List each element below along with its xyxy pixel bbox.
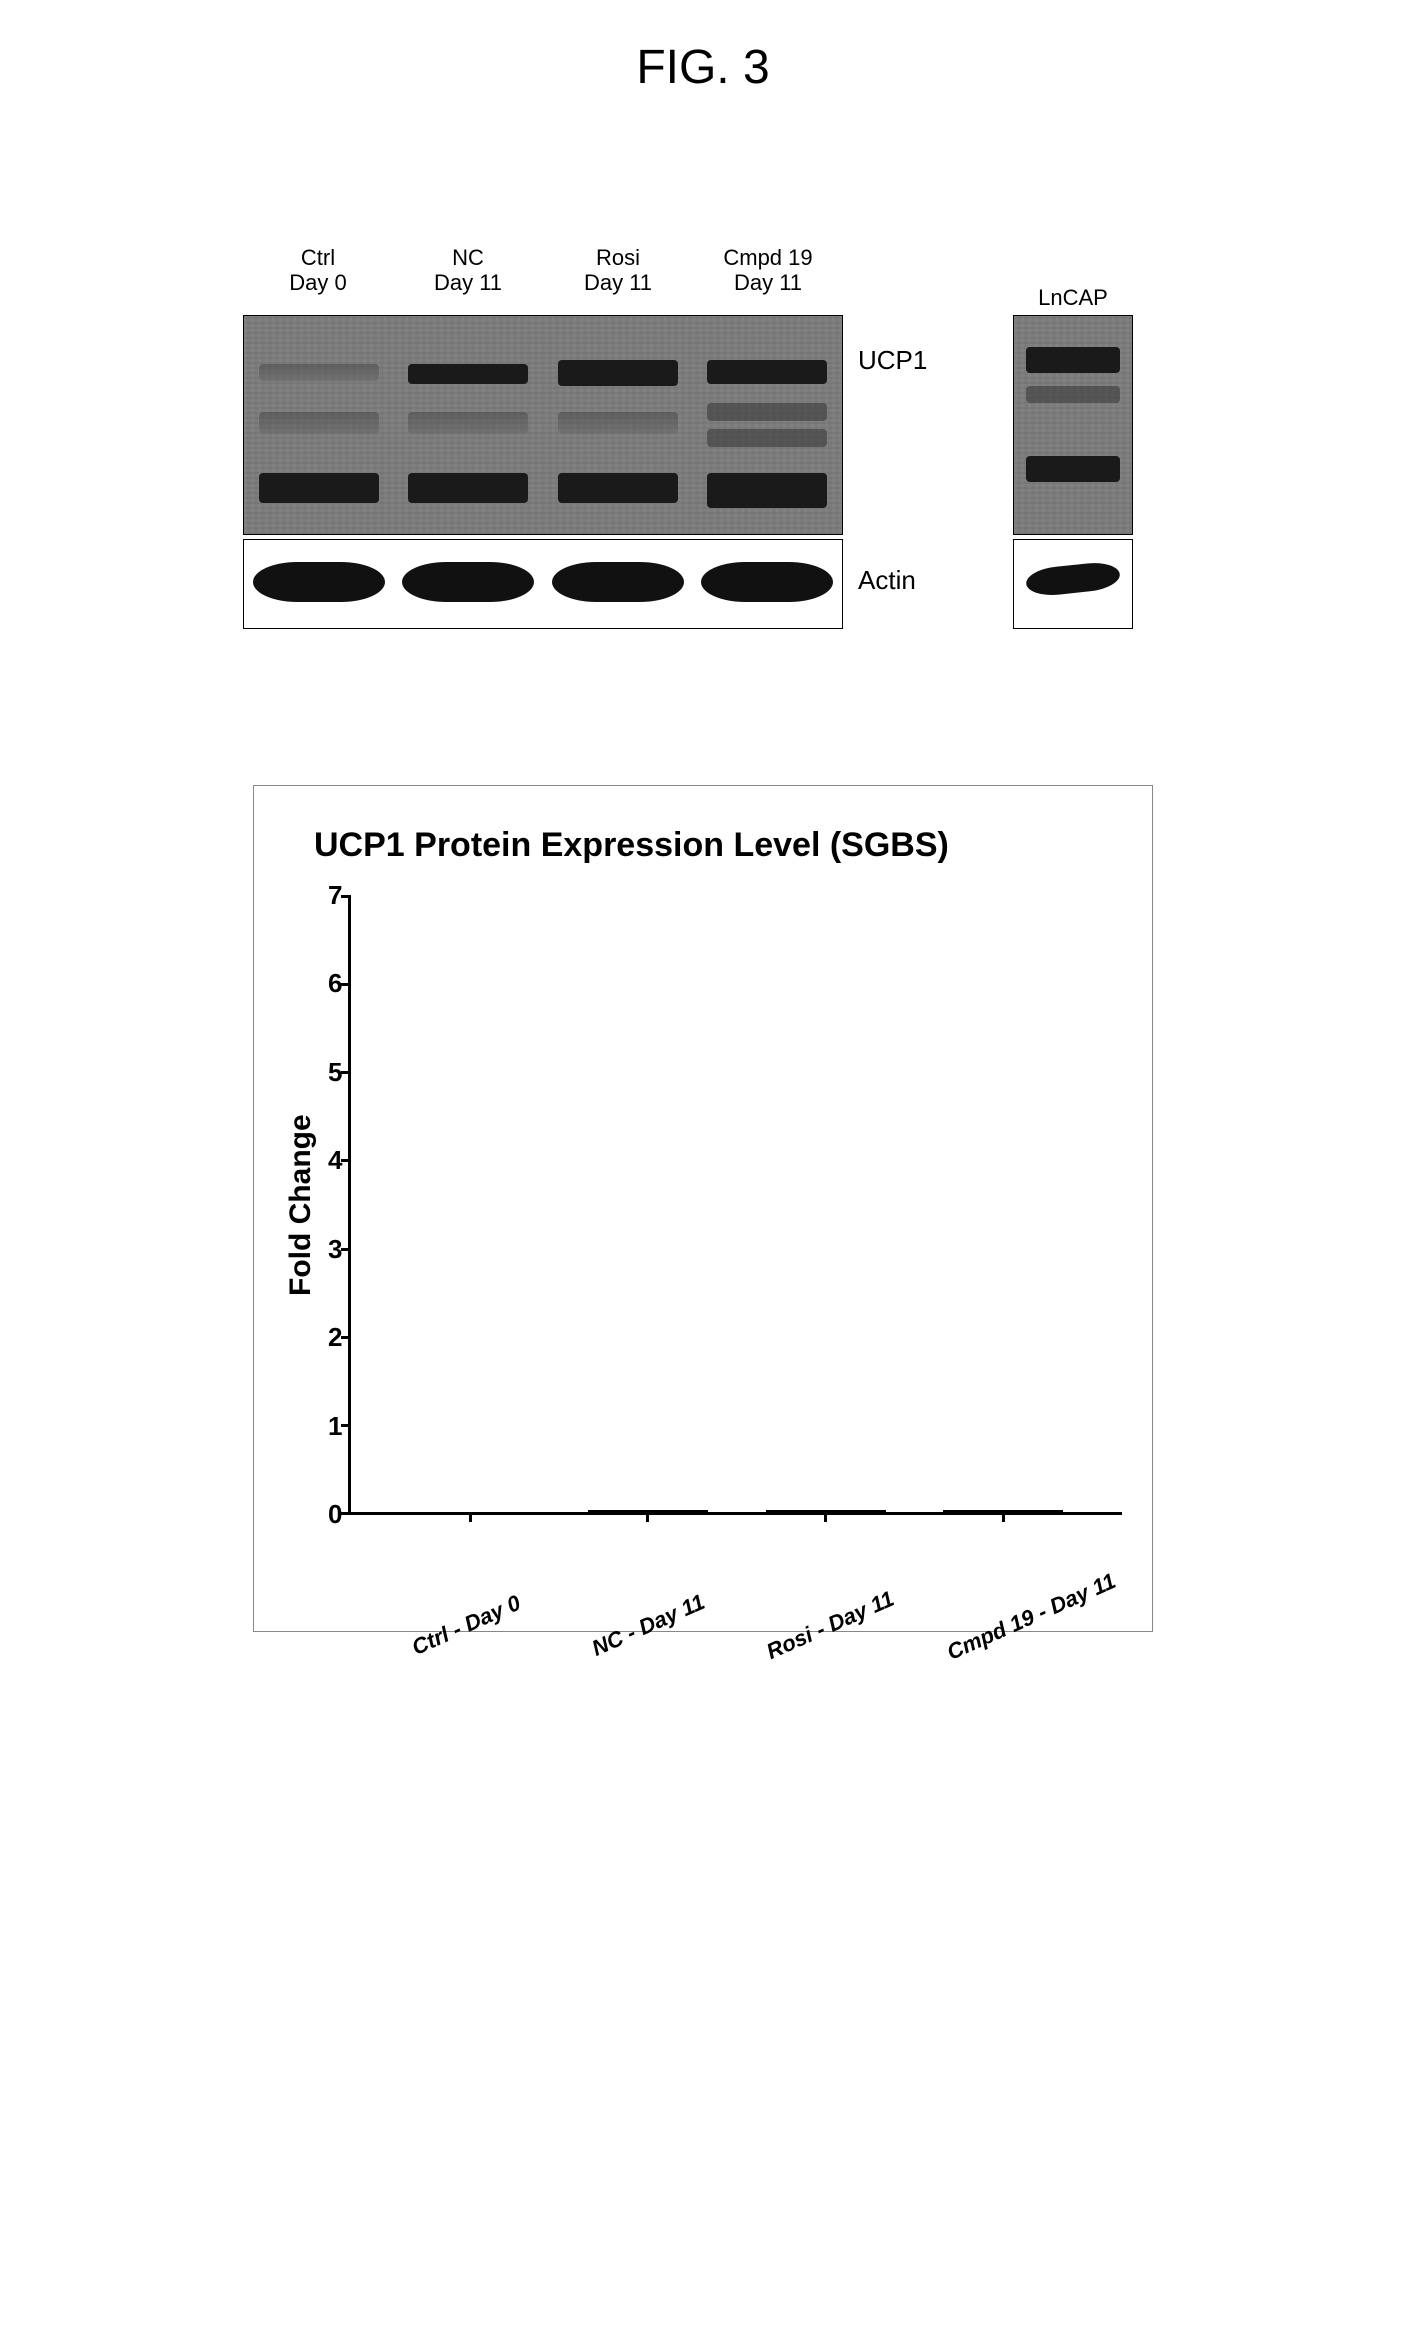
blot-lncap-lane <box>1013 315 1133 629</box>
actin-band <box>1025 560 1122 598</box>
x-tick-mark <box>1002 1512 1005 1522</box>
ucp1-band <box>408 364 528 384</box>
nonspecific-band <box>408 412 528 434</box>
lncap-lane-label: LnCAP <box>1013 285 1133 311</box>
blot-lane <box>244 540 394 628</box>
actin-band <box>253 562 385 602</box>
ucp1-band <box>707 360 827 384</box>
x-axis-label: NC - Day 11 <box>579 1585 717 1666</box>
y-tick-mark <box>341 1424 351 1427</box>
plot-area <box>348 895 1122 1515</box>
lane-label-bottom: Day 11 <box>584 270 652 295</box>
y-tick-mark <box>341 1512 351 1515</box>
blot-lane <box>394 540 544 628</box>
actin-band <box>552 562 684 602</box>
lane-label-top: NC <box>452 245 484 270</box>
lane-label: NC Day 11 <box>393 245 543 296</box>
figure-label: FIG. 3 <box>636 40 769 95</box>
lane-label: Cmpd 19 Day 11 <box>693 245 843 296</box>
chart-title: UCP1 Protein Expression Level (SGBS) <box>314 826 1122 865</box>
lane-label-top: Rosi <box>596 245 640 270</box>
x-axis-label: Ctrl - Day 0 <box>397 1585 535 1666</box>
x-axis-labels: Ctrl - Day 0NC - Day 11Rosi - Day 11Cmpd… <box>284 1515 1122 1611</box>
y-tick-mark <box>341 1248 351 1251</box>
x-axis-label: Cmpd 19 - Day 11 <box>943 1585 1081 1666</box>
blot-lane <box>244 316 394 534</box>
lane-label-top: Cmpd 19 <box>723 245 812 270</box>
actin-blot-row <box>243 539 843 629</box>
lower-band <box>1026 456 1120 482</box>
y-tick-mark <box>341 895 351 898</box>
ucp1-blot-row <box>243 315 843 535</box>
bars-group <box>351 895 1122 1512</box>
x-tick-mark <box>646 1512 649 1522</box>
actin-band <box>402 562 534 602</box>
lane-label-bottom: Day 0 <box>289 270 346 295</box>
lower-band <box>408 473 528 504</box>
y-tick-mark <box>341 1159 351 1162</box>
y-tick-mark <box>341 983 351 986</box>
nonspecific-band <box>259 364 379 381</box>
actin-band <box>701 562 833 602</box>
blot-lane <box>543 540 693 628</box>
lane-label: Ctrl Day 0 <box>243 245 393 296</box>
lower-band <box>558 473 678 504</box>
x-tick-mark <box>824 1512 827 1522</box>
x-tick-mark <box>469 1512 472 1522</box>
blot-lane <box>394 316 544 534</box>
blot-main-lanes <box>243 315 843 633</box>
blot-lane <box>693 316 843 534</box>
x-ticks <box>351 1512 1122 1522</box>
ucp1-row-label: UCP1 <box>858 345 927 376</box>
lane-label-bottom: Day 11 <box>434 270 502 295</box>
lower-band <box>259 473 379 504</box>
nonspecific-band <box>707 403 827 420</box>
blot-lane <box>543 316 693 534</box>
lane-label: Rosi Day 11 <box>543 245 693 296</box>
nonspecific-band <box>259 412 379 434</box>
lncap-actin-row <box>1013 539 1133 629</box>
y-axis-label: Fold Change <box>284 895 318 1515</box>
nonspecific-band <box>707 429 827 446</box>
lane-labels-row: Ctrl Day 0 NC Day 11 Rosi Day 11 Cmpd 19… <box>243 245 843 296</box>
lower-band <box>707 473 827 508</box>
y-tick-mark <box>341 1071 351 1074</box>
ucp1-band <box>558 360 678 386</box>
lncap-ucp1-row <box>1013 315 1133 535</box>
lane-label-bottom: Day 11 <box>734 270 802 295</box>
western-blot-panel: Ctrl Day 0 NC Day 11 Rosi Day 11 Cmpd 19… <box>243 255 1163 685</box>
nonspecific-band <box>1026 386 1120 403</box>
nonspecific-band <box>558 412 678 434</box>
actin-row-label: Actin <box>858 565 916 596</box>
y-tick-mark <box>341 1336 351 1339</box>
bar-chart-container: UCP1 Protein Expression Level (SGBS) Fol… <box>253 785 1153 1632</box>
ucp1-band <box>1026 347 1120 373</box>
x-axis-label: Rosi - Day 11 <box>761 1585 899 1666</box>
blot-lane <box>693 540 843 628</box>
y-axis-ticks: 7 6 5 4 3 2 1 0 <box>328 895 348 1515</box>
lane-label-top: Ctrl <box>301 245 335 270</box>
